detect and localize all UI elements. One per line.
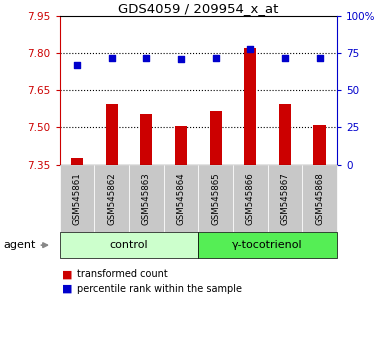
Point — [109, 55, 115, 61]
Text: ■: ■ — [62, 269, 72, 279]
Bar — [71, 158, 83, 165]
Text: percentile rank within the sample: percentile rank within the sample — [77, 284, 242, 293]
Bar — [313, 125, 326, 165]
Text: GSM545863: GSM545863 — [142, 172, 151, 225]
Text: agent: agent — [4, 240, 36, 250]
Title: GDS4059 / 209954_x_at: GDS4059 / 209954_x_at — [118, 2, 278, 15]
Text: GSM545865: GSM545865 — [211, 172, 220, 225]
Text: GSM545866: GSM545866 — [246, 172, 255, 225]
Bar — [244, 48, 256, 165]
Bar — [279, 104, 291, 165]
Point — [247, 46, 253, 51]
Text: GSM545862: GSM545862 — [107, 172, 116, 225]
Bar — [140, 114, 152, 165]
Text: GSM545861: GSM545861 — [72, 172, 82, 225]
Point — [282, 55, 288, 61]
Bar — [175, 126, 187, 165]
Text: transformed count: transformed count — [77, 269, 168, 279]
Text: γ-tocotrienol: γ-tocotrienol — [232, 240, 303, 250]
Bar — [209, 111, 222, 165]
Point — [178, 56, 184, 62]
Point — [143, 55, 149, 61]
Point — [74, 62, 80, 68]
Bar — [105, 104, 118, 165]
Text: ■: ■ — [62, 284, 72, 293]
Text: GSM545867: GSM545867 — [280, 172, 290, 225]
Point — [213, 55, 219, 61]
Point — [316, 55, 323, 61]
Text: GSM545864: GSM545864 — [176, 172, 186, 225]
Text: control: control — [110, 240, 148, 250]
Text: GSM545868: GSM545868 — [315, 172, 324, 225]
